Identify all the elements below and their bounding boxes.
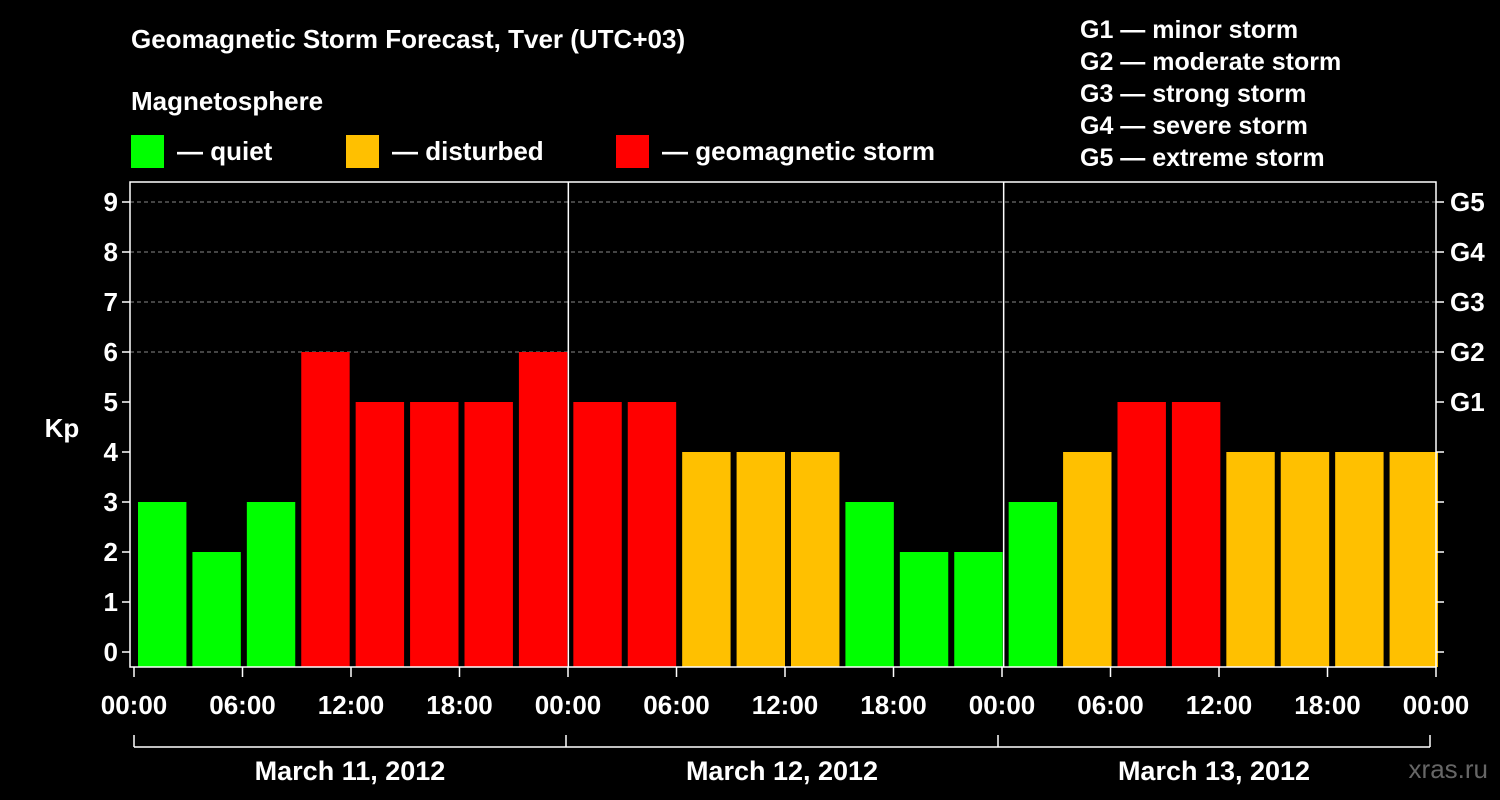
bar-18 [1117,402,1166,667]
day-label-1: March 12, 2012 [686,756,878,786]
storm-scale-g1: G1 — minor storm [1080,16,1299,44]
plot-frame [129,181,1437,668]
legend-title: Magnetosphere [131,86,324,116]
storm-scale-g3: G3 — strong storm [1080,80,1307,108]
bar-1 [192,552,241,667]
ytick-label-2: 2 [104,537,118,567]
xtick-label-4: 00:00 [535,690,602,720]
xtick-label-3: 18:00 [426,690,493,720]
bar-14 [899,552,949,667]
xtick-label-11: 18:00 [1294,690,1361,720]
ytick-label-3: 3 [104,487,118,517]
watermark: xras.ru [1408,754,1488,784]
storm-scale-legend: G1 — minor storm G2 — moderate storm G3 … [1080,14,1341,174]
xtick-label-6: 12:00 [752,690,819,720]
bar-10 [682,452,731,667]
ytick-label-8: 8 [104,237,118,267]
legend-item-quiet: — quiet [131,134,272,168]
g-scale-label-G4: G4 [1450,237,1485,267]
legend-swatch-quiet [131,134,164,168]
xtick-label-1: 06:00 [209,690,276,720]
legend-label-quiet: — quiet [177,135,273,166]
bar-5 [410,402,459,667]
bar-16 [1008,502,1058,667]
bar-15 [954,552,1003,667]
bar-17 [1063,452,1112,667]
bar-0 [138,502,187,667]
xtick-label-7: 18:00 [860,690,927,720]
bar-8 [573,402,622,667]
g-scale-label-G5: G5 [1450,187,1485,217]
bar-12 [791,452,840,667]
bar-11 [736,452,785,667]
bar-4 [355,402,405,667]
xtick-label-10: 12:00 [1186,690,1253,720]
ytick-label-4: 4 [104,437,119,467]
xtick-label-12: 00:00 [1403,690,1470,720]
bar-9 [627,402,677,667]
g-scale-label-G1: G1 [1450,387,1485,417]
xtick-label-2: 12:00 [318,690,385,720]
legend-label-disturbed: — disturbed [392,135,544,166]
bar-20 [1226,452,1275,667]
ytick-label-9: 9 [104,187,118,217]
legend-swatch-storm [616,134,649,168]
day-label-2: March 13, 2012 [1118,756,1310,786]
ytick-label-0: 0 [104,637,118,667]
day-label-0: March 11, 2012 [255,756,446,786]
legend-label-storm: — geomagnetic storm [662,135,936,166]
storm-scale-g2: G2 — moderate storm [1080,48,1342,76]
bar-21 [1280,452,1330,667]
storm-scale-g5: G5 — extreme storm [1080,144,1325,172]
xtick-label-5: 06:00 [643,690,710,720]
bar-3 [301,352,350,667]
bar-2 [246,502,296,667]
legend-item-storm: — geomagnetic storm [616,134,935,168]
legend-swatch-disturbed [346,134,379,168]
g-scale-label-G2: G2 [1450,337,1485,367]
storm-scale-g4: G4 — severe storm [1080,112,1308,140]
ytick-label-7: 7 [104,287,118,317]
bar-19 [1171,402,1221,667]
ytick-label-5: 5 [104,387,118,417]
legend-item-disturbed: — disturbed [346,134,544,168]
bar-23 [1389,452,1438,667]
ytick-label-6: 6 [104,337,118,367]
bar-22 [1335,452,1384,667]
xtick-label-0: 00:00 [101,690,168,720]
g-scale-label-G3: G3 [1450,287,1485,317]
bar-13 [845,502,894,667]
y-axis-label: Kp [45,413,80,443]
bar-7 [518,352,568,667]
chart-title: Geomagnetic Storm Forecast, Tver (UTC+03… [131,24,686,54]
ytick-label-1: 1 [104,587,118,617]
bar-6 [464,402,513,667]
xtick-label-8: 00:00 [969,690,1036,720]
xtick-label-9: 06:00 [1077,690,1144,720]
